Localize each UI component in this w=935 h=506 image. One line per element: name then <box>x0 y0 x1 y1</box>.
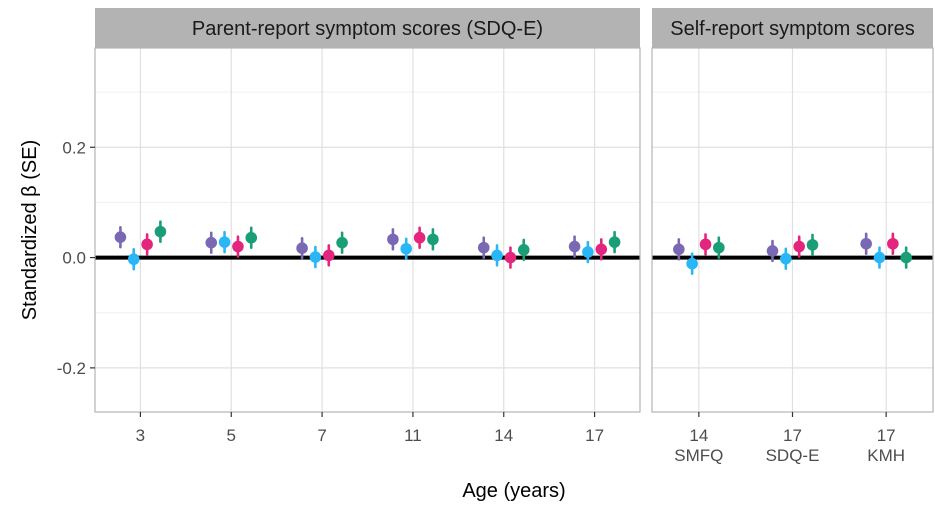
x-tick-label: 14 <box>689 426 708 445</box>
data-point <box>699 238 712 251</box>
data-point <box>491 249 503 262</box>
data-point <box>205 236 218 249</box>
data-point <box>296 242 308 254</box>
x-axis-title: Age (years) <box>462 480 565 502</box>
data-point <box>713 241 725 254</box>
data-point <box>413 231 426 244</box>
y-tick-label: 0.0 <box>62 249 86 268</box>
data-point <box>127 253 140 266</box>
x-tick-sublabel: SMFQ <box>674 446 723 465</box>
data-point <box>336 236 348 249</box>
x-tick-label: 5 <box>227 426 236 445</box>
panel-title: Self-report symptom scores <box>670 18 915 40</box>
data-point <box>780 252 792 265</box>
panel-strip <box>652 8 933 48</box>
panel-border <box>94 47 641 413</box>
data-point <box>387 233 399 246</box>
x-tick-label: 3 <box>136 426 145 445</box>
data-point <box>141 238 153 251</box>
panel-1: Parent-report symptom scores (SDQ-E) 3 5 7 1… <box>94 8 641 445</box>
y-tick-label: -0.2 <box>57 359 86 378</box>
data-point <box>887 237 899 250</box>
y-axis: -0.2 0.0 0.2 <box>57 138 95 378</box>
data-point <box>873 251 886 264</box>
x-tick-label: 14 <box>494 426 513 445</box>
data-point <box>582 246 594 258</box>
data-point <box>568 240 581 253</box>
data-point <box>477 241 490 254</box>
y-axis-title: Standardized β (SE) <box>19 140 41 320</box>
panel-title: Parent-report symptom scores (SDQ-E) <box>192 18 543 40</box>
data-point <box>686 257 698 270</box>
data-point <box>154 225 167 238</box>
panel-background <box>95 48 640 412</box>
data-point <box>806 239 819 251</box>
data-point <box>793 240 805 253</box>
panel-2: Self-report symptom scores14SMFQ17SDQ-E1… <box>651 8 934 465</box>
x-tick-label: 7 <box>317 426 326 445</box>
data-point <box>504 251 517 264</box>
data-point <box>766 245 779 257</box>
x-tick-sublabel: SDQ-E <box>766 446 820 465</box>
x-tick-label: 17 <box>783 426 802 445</box>
x-tick-label: 17 <box>585 426 604 445</box>
data-point <box>114 231 127 243</box>
data-point <box>517 244 530 256</box>
x-tick-sublabel: KMH <box>867 446 905 465</box>
data-point <box>595 243 608 256</box>
data-point <box>608 236 621 248</box>
panels-layer: Parent-report symptom scores (SDQ-E) 3 5 7 1… <box>94 8 934 465</box>
data-point <box>322 249 335 262</box>
data-point <box>309 251 322 263</box>
x-tick-label: 17 <box>877 426 896 445</box>
data-point <box>427 233 439 246</box>
data-point <box>400 242 413 255</box>
x-tick-label: 11 <box>404 426 422 445</box>
data-point <box>245 231 258 244</box>
data-point <box>218 236 231 248</box>
data-point <box>232 240 244 253</box>
data-point <box>900 251 912 264</box>
y-tick-label: 0.2 <box>62 138 86 157</box>
data-point <box>673 243 685 256</box>
panel-strip <box>95 8 640 48</box>
data-point <box>860 237 872 250</box>
